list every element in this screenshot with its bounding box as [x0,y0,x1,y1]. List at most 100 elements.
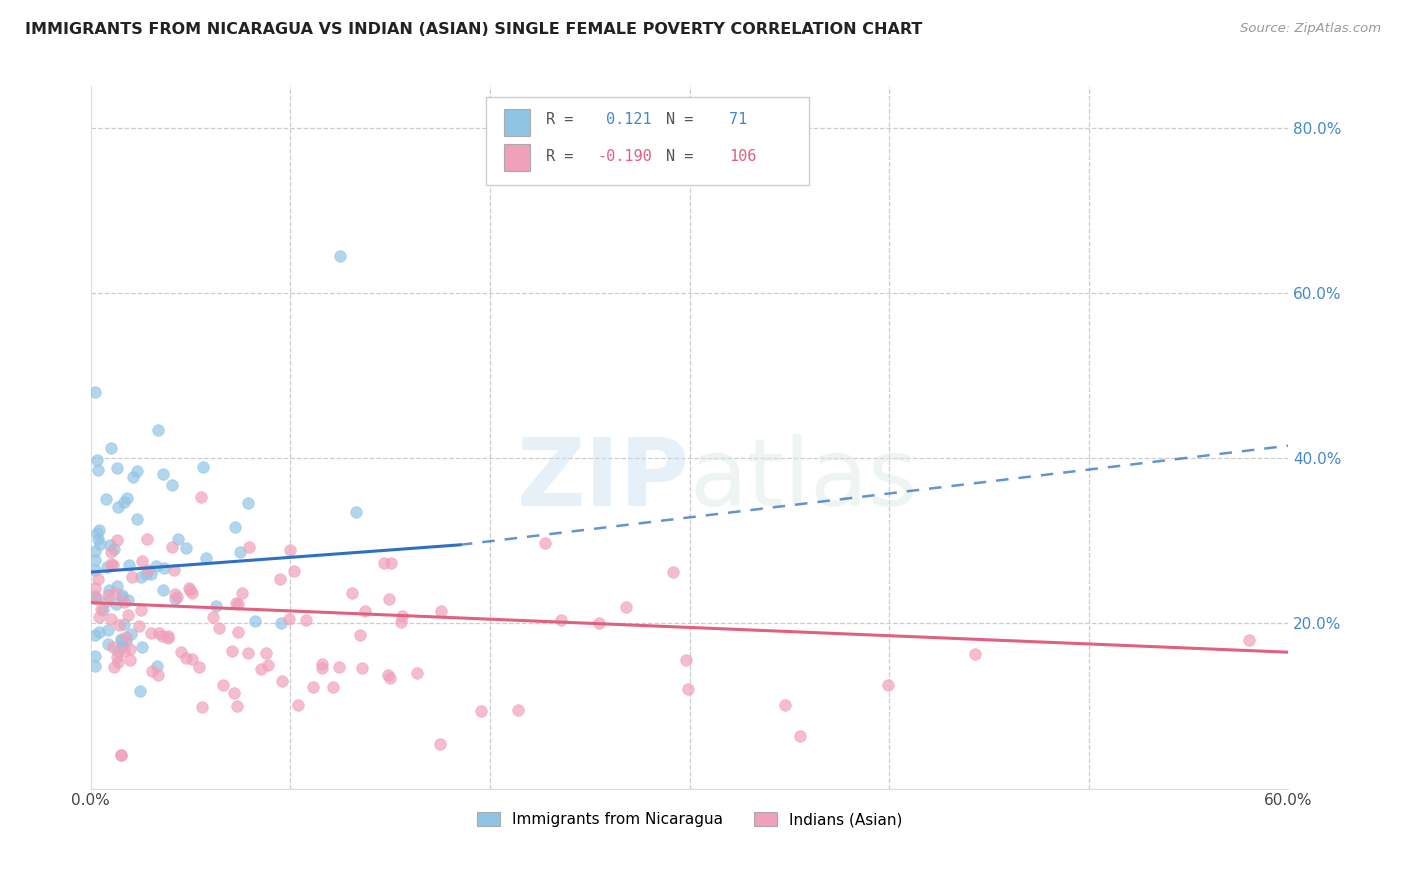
Point [160,478,183,492]
Point [353,604,375,618]
Point [146,668,169,682]
Point [111,639,134,653]
Point [118,558,141,572]
Point [269,572,291,586]
Point [205,599,228,613]
Point [89,610,111,624]
Point [675,653,697,667]
Point [406,666,429,681]
Text: N =: N = [665,112,693,127]
Text: 0.121: 0.121 [606,112,651,127]
Text: N =: N = [665,150,693,164]
Point [87,625,110,640]
Point [301,680,323,694]
Point [271,673,294,688]
Point [1237,633,1260,648]
Point [86,453,108,467]
Point [110,748,132,763]
Point [378,671,401,685]
Point [775,698,797,712]
Point [295,613,318,627]
Point [429,737,451,751]
Point [96,594,118,608]
Point [250,662,273,676]
Point [105,597,128,611]
Point [117,491,139,505]
FancyBboxPatch shape [486,97,810,185]
Point [166,591,188,605]
Point [377,668,399,682]
Point [352,660,374,674]
Point [662,566,685,580]
Point [224,520,246,534]
Point [157,631,180,645]
Point [107,500,129,515]
Point [83,563,105,577]
Text: R =: R = [546,112,574,127]
Point [83,659,105,673]
Point [676,681,699,696]
Point [877,678,900,692]
Point [429,604,451,618]
Point [229,545,252,559]
Point [129,603,152,617]
Point [131,554,153,568]
Point [224,686,246,700]
Point [254,646,277,660]
Point [97,637,120,651]
Point [378,591,401,606]
Text: R =: R = [546,150,574,164]
Point [96,559,118,574]
Point [83,591,105,605]
Point [103,542,125,557]
Point [211,678,233,692]
Point [91,603,114,617]
Point [97,589,120,603]
Point [83,581,105,595]
Point [131,640,153,654]
Point [380,556,402,570]
Point [107,461,129,475]
Text: 71: 71 [730,112,748,127]
Point [201,609,224,624]
Text: -0.190: -0.190 [598,150,652,164]
Point [191,460,214,475]
Point [588,616,610,631]
Point [180,586,202,600]
Point [110,632,132,647]
Point [94,492,117,507]
Point [100,612,122,626]
Point [152,467,174,482]
Point [174,541,197,555]
Point [121,570,143,584]
Point [135,566,157,581]
Point [139,566,162,581]
Point [174,651,197,665]
Text: atlas: atlas [689,434,918,525]
Point [373,556,395,570]
Point [225,698,247,713]
Point [789,729,811,743]
Point [188,660,211,674]
Point [117,593,139,607]
Point [346,505,368,519]
Point [117,608,139,623]
Point [100,441,122,455]
Point [83,384,105,399]
Point [120,626,142,640]
Point [550,613,572,627]
Point [125,464,148,478]
Point [236,646,259,660]
Point [110,748,132,763]
Point [89,523,111,537]
Point [145,659,167,673]
Point [965,647,987,661]
Point [270,616,292,631]
Point [166,533,188,547]
Point [207,621,229,635]
Point [145,559,167,574]
Point [231,586,253,600]
Point [391,609,413,624]
Point [83,649,105,664]
Text: ZIP: ZIP [516,434,689,525]
